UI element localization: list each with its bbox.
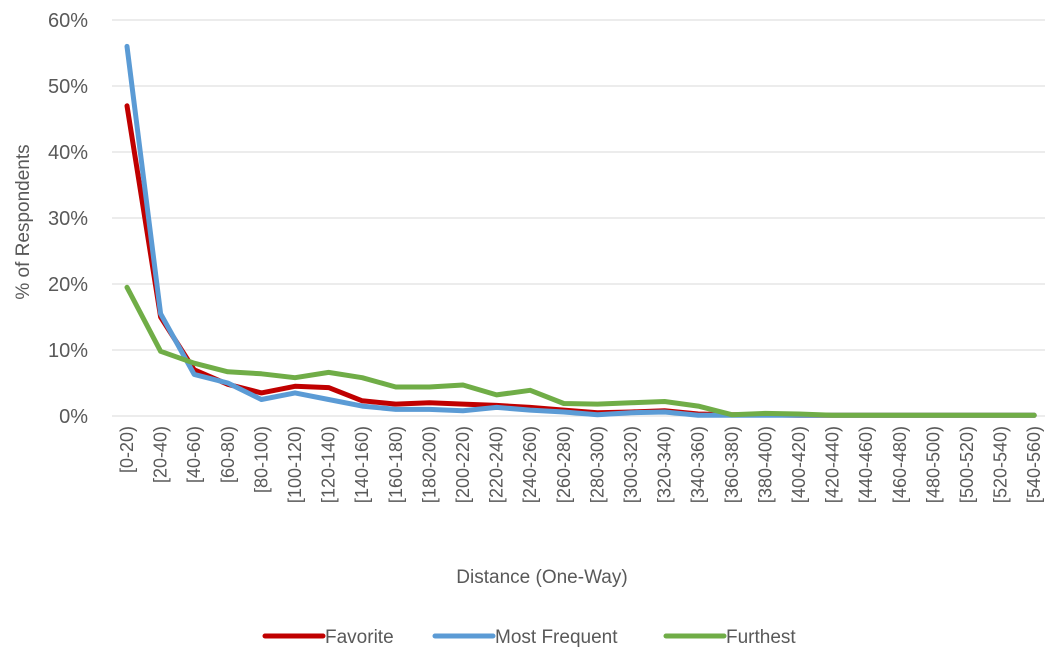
x-tick-label: [40-60) [184,426,204,483]
x-tick-label: [100-120) [285,426,305,503]
x-tick-label: [280-300) [587,426,607,503]
x-tick-label: [460-480) [890,426,910,503]
legend-item-favorite[interactable]: Favorite [262,627,394,648]
legend-item-most-frequent[interactable]: Most Frequent [432,627,618,648]
series-line-most-frequent [124,43,1037,418]
x-tick-label: [520-540) [991,426,1011,503]
x-tick-label: [440-460) [856,426,876,503]
x-tick-label: [380-400) [755,426,775,503]
x-tick-label: [360-380) [722,426,742,503]
y-tick-label: 30% [48,208,88,230]
x-tick-label: [80-100) [251,426,271,493]
x-tick-label: [160-180) [386,426,406,503]
y-axis-title: % of Respondents [13,144,34,299]
x-tick-label: [240-260) [520,426,540,503]
x-tick-label: [480-500) [923,426,943,503]
x-tick-label: [420-440) [823,426,843,503]
legend-label: Most Frequent [495,627,618,648]
legend-item-furthest[interactable]: Furthest [663,627,796,648]
x-tick-label: [180-200) [419,426,439,503]
series-line-furthest [124,284,1037,418]
x-axis-tick-labels: [0-20) [20-40) [40-60) [60-80) [80-100) [100-… [117,426,1044,503]
legend-label: Favorite [325,627,394,648]
y-tick-label: 40% [48,142,88,164]
series-lines [124,43,1037,418]
legend-label: Furthest [726,627,796,648]
x-tick-label: [60-80) [218,426,238,483]
x-tick-label: [200-220) [453,426,473,503]
x-tick-label: [220-240) [487,426,507,503]
x-tick-label: [400-420) [789,426,809,503]
x-tick-label: [140-160) [352,426,372,503]
x-tick-label: [540-560) [1024,426,1044,503]
x-tick-label: [260-280) [554,426,574,503]
gridlines [112,19,1045,417]
x-tick-label: [300-320) [621,426,641,503]
y-tick-label: 10% [48,340,88,362]
x-tick-label: [20-40) [151,426,171,483]
y-tick-label: 60% [48,10,88,32]
y-tick-label: 20% [48,274,88,296]
y-tick-label: 0% [59,406,88,428]
x-axis-title: Distance (One-Way) [456,567,627,588]
legend[interactable]: Favorite Most Frequent Furthest [262,627,796,648]
x-tick-label: [120-140) [319,426,339,503]
x-tick-label: [500-520) [957,426,977,503]
x-tick-label: [0-20) [117,426,137,473]
x-tick-label: [320-340) [655,426,675,503]
y-tick-label: 50% [48,76,88,98]
x-tick-label: [340-360) [688,426,708,503]
y-axis-tick-labels: 0% 10% 20% 30% 40% 50% 60% [48,10,88,428]
